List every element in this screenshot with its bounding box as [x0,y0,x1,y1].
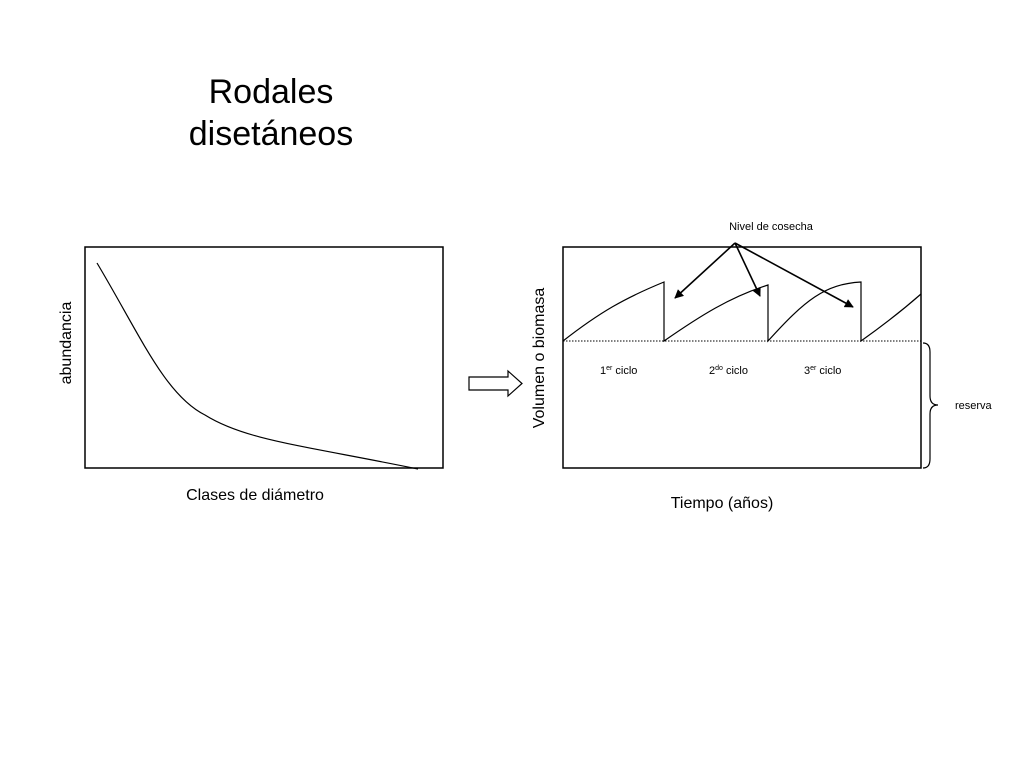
harvest-arrow-3 [734,242,854,308]
left-chart-xlabel: Clases de diámetro [186,487,324,504]
right-chart-frame [562,246,922,469]
reserve-brace-icon [922,342,939,469]
biomass-sawtooth-line [562,281,922,343]
right-chart-ylabel: Volumen o biomasa [531,288,548,429]
left-chart-ylabel: abundancia [58,302,75,385]
title-line-1: Rodales [209,73,334,111]
harvest-arrow-1 [674,242,736,299]
transition-arrow-icon [468,369,523,398]
abundance-curve [96,262,419,470]
harvest-cycle-chart: Volumen o biomasa Tiempo (años) Nivel de… [531,221,993,512]
cycle-label-3: 3er ciclo [804,365,841,377]
title-line-2: disetáneos [189,115,353,153]
harvest-arrow-2 [734,242,761,297]
harvest-level-label: Nivel de cosecha [729,221,814,233]
cycle-label-1: 1er ciclo [600,365,637,377]
cycle-label-2: 2do ciclo [709,365,748,377]
left-chart-frame [84,246,444,469]
diameter-distribution-chart: abundancia Clases de diámetro [58,246,444,504]
right-chart-xlabel: Tiempo (años) [671,495,774,512]
reserve-label: reserva [955,400,993,412]
